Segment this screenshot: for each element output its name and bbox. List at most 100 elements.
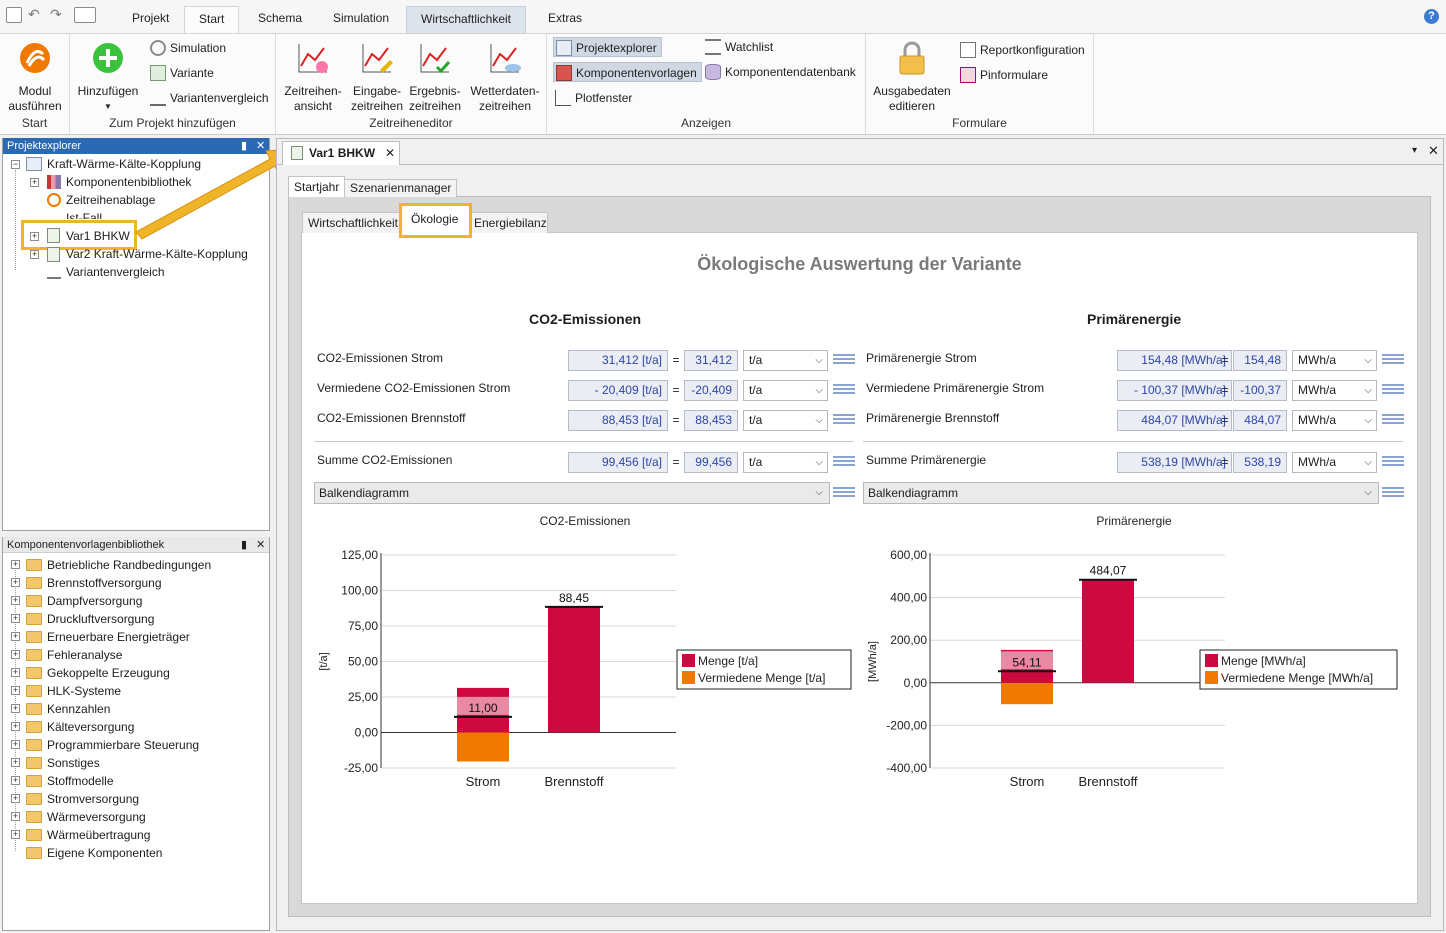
help-icon[interactable]: ? <box>1424 9 1439 24</box>
pinformulare-button[interactable]: Pinformulare <box>958 65 1048 85</box>
library-item[interactable]: Programmierbare Steuerung <box>47 738 200 752</box>
expand-icon[interactable]: + <box>11 721 20 731</box>
projektexplorer-toggle[interactable]: Projektexplorer <box>553 37 662 57</box>
expand-icon[interactable]: + <box>11 811 20 821</box>
expand-icon[interactable]: + <box>30 177 39 187</box>
pin-icon[interactable]: ▮ <box>241 539 248 551</box>
plotfenster-button[interactable]: Plotfenster <box>553 88 632 108</box>
list-menu-icon[interactable] <box>833 352 855 368</box>
expand-icon[interactable]: + <box>11 649 20 659</box>
list-menu-icon[interactable] <box>833 454 855 470</box>
expand-icon[interactable]: + <box>11 739 20 749</box>
pin-icon[interactable]: ▮ <box>241 140 248 152</box>
variante-button[interactable]: Variante <box>148 63 214 83</box>
co2-unit-select[interactable]: t/a ⌵ <box>743 350 828 371</box>
library-item[interactable]: Wärmeübertragung <box>47 828 151 842</box>
prim-value-field[interactable]: 538,19 [MWh/a] <box>1117 452 1232 473</box>
co2-number-field[interactable]: 99,456 <box>684 452 738 473</box>
library-item[interactable]: Brennstoffversorgung <box>47 576 162 590</box>
prim-number-field[interactable]: 484,07 <box>1233 410 1287 431</box>
library-item[interactable]: Eigene Komponenten <box>47 846 163 860</box>
variantenvergleich-button[interactable]: Variantenvergleich <box>148 88 269 108</box>
ergebniszeitreihen-button[interactable]: Ergebnis- zeitreihen <box>406 38 464 114</box>
expand-icon[interactable]: + <box>30 249 39 259</box>
tree-node-variantenvergleich[interactable]: Variantenvergleich <box>66 265 165 279</box>
tree-node-komponentenbibliothek[interactable]: Komponentenbibliothek <box>66 175 192 189</box>
list-menu-icon[interactable] <box>833 382 855 398</box>
tab-oekologie[interactable]: Ökologie <box>411 212 459 226</box>
list-menu-icon[interactable] <box>1382 454 1404 470</box>
tree-node-ist-fall[interactable]: Ist-Fall <box>66 211 102 219</box>
prim-unit-select[interactable]: MWh/a ⌵ <box>1292 380 1377 401</box>
library-item[interactable]: Sonstiges <box>47 756 100 770</box>
tab-szenarienmanager[interactable]: Szenarienmanager <box>344 179 458 197</box>
library-item[interactable]: Dampfversorgung <box>47 594 143 608</box>
library-item[interactable]: HLK-Systeme <box>47 684 122 698</box>
co2-value-field[interactable]: 99,456 [t/a] <box>568 452 668 473</box>
list-menu-icon[interactable] <box>833 412 855 428</box>
redo-icon[interactable]: ↷ <box>50 6 62 22</box>
list-menu-icon[interactable] <box>833 485 855 501</box>
tab-wirtschaftlichkeit[interactable]: Wirtschaftlichkeit <box>406 6 527 33</box>
co2-unit-select[interactable]: t/a ⌵ <box>743 380 828 401</box>
prim-unit-select[interactable]: MWh/a ⌵ <box>1292 410 1377 431</box>
expand-icon[interactable]: + <box>11 703 20 713</box>
tree-node-zeitreihenablage[interactable]: Zeitreihenablage <box>66 193 156 207</box>
tree-node-project[interactable]: Kraft-Wärme-Kälte-Kopplung <box>47 157 202 171</box>
expand-icon[interactable]: + <box>11 685 20 695</box>
co2-value-field[interactable]: 88,453 [t/a] <box>568 410 668 431</box>
library-item[interactable]: Stoffmodelle <box>47 774 114 788</box>
watchlist-button[interactable]: Watchlist <box>703 37 773 57</box>
tab-wirtschaftlichkeit[interactable]: Wirtschaftlichkeit <box>302 212 402 233</box>
list-menu-icon[interactable] <box>1382 412 1404 428</box>
ausgabedaten-editieren-button[interactable]: Ausgabedaten editieren <box>872 38 952 114</box>
modul-ausfuehren-button[interactable]: Modul ausführen <box>4 38 66 114</box>
zeitreihenansicht-button[interactable]: Zeitreihen- ansicht <box>280 38 346 114</box>
library-item[interactable]: Druckluftversorgung <box>47 612 155 626</box>
close-icon[interactable]: ✕ <box>385 146 396 160</box>
library-item[interactable]: Kennzahlen <box>47 702 111 716</box>
co2-value-field[interactable]: - 20,409 [t/a] <box>568 380 668 401</box>
undo-icon[interactable]: ↶ <box>28 6 40 22</box>
tab-extras[interactable]: Extras <box>548 11 583 25</box>
prim-number-field[interactable]: 154,48 <box>1233 350 1287 371</box>
save-icon[interactable] <box>6 7 22 23</box>
expand-icon[interactable]: + <box>11 667 20 677</box>
komponentenvorlagen-toggle[interactable]: Komponentenvorlagen <box>553 62 702 82</box>
expand-icon[interactable]: + <box>11 559 20 569</box>
library-item[interactable]: Kälteversorgung <box>47 720 135 734</box>
komponentendatenbank-button[interactable]: Komponentendatenbank <box>703 62 856 82</box>
tab-simulation[interactable]: Simulation <box>333 11 390 25</box>
wetterdatenzeitreihen-button[interactable]: Wetterdaten- zeitreihen <box>466 38 544 114</box>
co2-number-field[interactable]: 88,453 <box>684 410 738 431</box>
close-icon[interactable]: ✕ <box>256 539 266 551</box>
co2-number-field[interactable]: -20,409 <box>684 380 738 401</box>
library-item[interactable]: Erneuerbare Energieträger <box>47 630 190 644</box>
co2-value-field[interactable]: 31,412 [t/a] <box>568 350 668 371</box>
expand-icon[interactable]: + <box>11 793 20 803</box>
prim-number-field[interactable]: -100,37 <box>1233 380 1287 401</box>
expand-icon[interactable]: + <box>11 577 20 587</box>
quick-access-menu-icon[interactable] <box>74 7 96 23</box>
list-menu-icon[interactable] <box>1382 352 1404 368</box>
prim-value-field[interactable]: - 100,37 [MWh/a] <box>1117 380 1232 401</box>
expand-icon[interactable]: + <box>11 829 20 839</box>
tree-node-var1-bhkw[interactable]: Var1 BHKW <box>66 229 130 243</box>
tab-startjahr[interactable]: Startjahr <box>288 176 346 197</box>
expand-icon[interactable]: + <box>11 631 20 641</box>
co2-chart-type-select[interactable]: Balkendiagramm ⌵ <box>314 482 830 504</box>
list-menu-icon[interactable] <box>1382 382 1404 398</box>
list-menu-icon[interactable] <box>1382 485 1404 501</box>
expand-icon[interactable]: + <box>11 613 20 623</box>
expand-icon[interactable]: + <box>11 757 20 767</box>
expand-icon[interactable]: + <box>11 775 20 785</box>
prim-unit-select[interactable]: MWh/a ⌵ <box>1292 452 1377 473</box>
simulation-button[interactable]: Simulation <box>148 38 226 58</box>
collapse-icon[interactable]: − <box>11 159 20 169</box>
prim-value-field[interactable]: 484,07 [MWh/a] <box>1117 410 1232 431</box>
expand-icon[interactable]: + <box>11 595 20 605</box>
tree-node-var2[interactable]: Var2 Kraft-Wärme-Kälte-Kopplung <box>66 247 248 261</box>
tab-start[interactable]: Start <box>184 6 240 33</box>
co2-number-field[interactable]: 31,412 <box>684 350 738 371</box>
eingabezeitreihen-button[interactable]: Eingabe- zeitreihen <box>348 38 406 114</box>
